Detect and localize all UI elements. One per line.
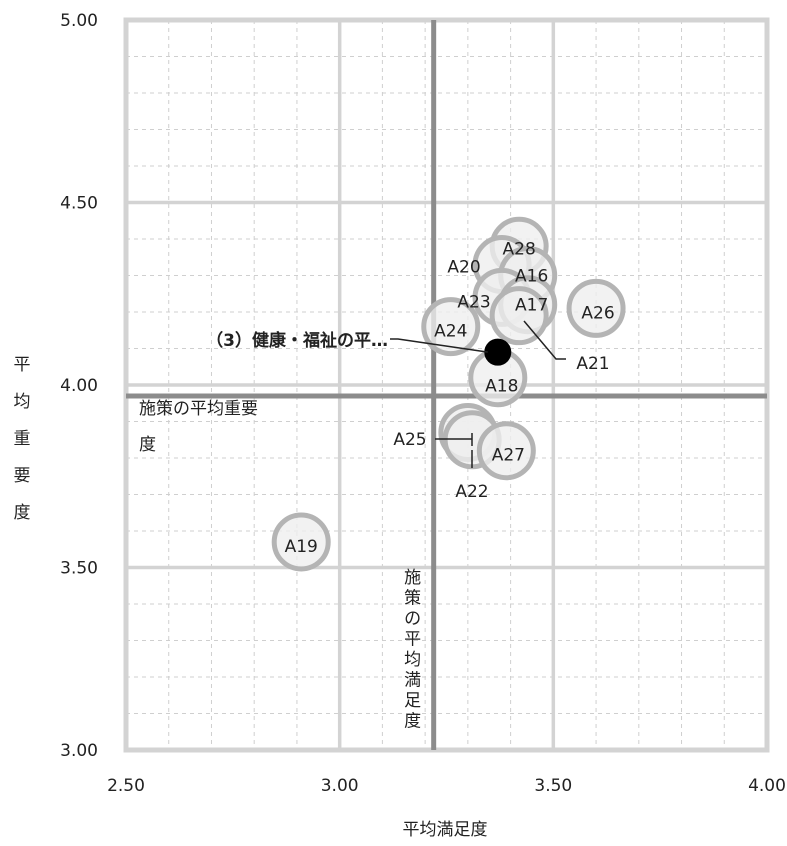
horizontal-reference-label: 施策の平均重要度 xyxy=(139,399,258,455)
point-label-a23: A23 xyxy=(457,292,490,312)
y-tick-label: 3.50 xyxy=(60,559,98,579)
x-tick-label: 2.50 xyxy=(107,776,145,796)
point-label-a26: A26 xyxy=(581,303,614,323)
x-tick-label: 4.00 xyxy=(748,776,786,796)
point-label-a27: A27 xyxy=(492,446,525,466)
point-label-a22: A22 xyxy=(455,482,488,502)
point-a26 xyxy=(566,278,626,338)
y-axis-title: 平均重要度 xyxy=(14,355,31,523)
point-label-a21: A21 xyxy=(576,354,609,374)
point-a27 xyxy=(476,421,536,481)
point-label-a25: A25 xyxy=(393,430,426,450)
point-label-a16: A16 xyxy=(515,267,548,287)
point-a24 xyxy=(421,297,481,357)
point-label-a24: A24 xyxy=(434,322,467,342)
plot-frame xyxy=(123,17,770,753)
y-tick-label: 3.00 xyxy=(60,741,98,761)
point-a21 xyxy=(489,286,549,346)
highlight-point xyxy=(484,338,512,366)
vertical-reference-label: 施策の平均満足度 xyxy=(404,568,421,732)
major-grid xyxy=(126,20,767,750)
x-tick-label: 3.00 xyxy=(321,776,359,796)
point-label-a19: A19 xyxy=(285,537,318,557)
highlight-label: （3）健康・福祉の平… xyxy=(206,330,388,351)
y-tick-label: 4.50 xyxy=(60,194,98,214)
leader-highlight xyxy=(390,338,488,353)
y-tick-label: 5.00 xyxy=(60,11,98,31)
x-tick-label: 3.50 xyxy=(534,776,572,796)
leader-lines xyxy=(390,320,566,468)
data-points xyxy=(271,216,626,572)
y-tick-labels: 3.00 3.50 4.00 4.50 5.00 xyxy=(60,11,98,761)
x-tick-labels: 2.50 3.00 3.50 4.00 xyxy=(107,776,786,796)
point-label-a17: A17 xyxy=(515,296,548,316)
point-label-a20: A20 xyxy=(447,258,480,278)
reference-lines xyxy=(126,20,767,750)
x-axis-title: 平均満足度 xyxy=(403,820,488,840)
point-a19 xyxy=(271,512,331,572)
y-tick-label: 4.00 xyxy=(60,376,98,396)
leader-a21 xyxy=(523,320,566,360)
point-label-a18: A18 xyxy=(485,377,518,397)
point-label-a28: A28 xyxy=(503,239,536,259)
leader-a25 xyxy=(435,433,473,446)
